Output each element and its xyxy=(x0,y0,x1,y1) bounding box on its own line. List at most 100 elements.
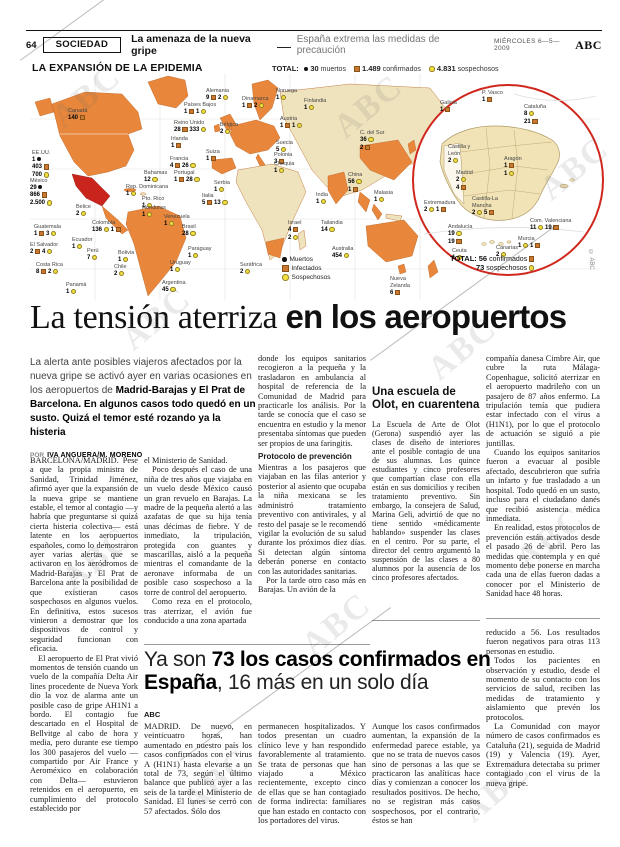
map-label: Malasia 1 xyxy=(374,190,393,205)
story2-headline-post: , 16 más en un solo día xyxy=(216,671,429,694)
case-count: 2 xyxy=(456,177,460,184)
map-label: Francia 4 26 xyxy=(170,156,196,171)
case-count: 1 xyxy=(118,257,122,264)
case-count: 1 xyxy=(280,123,284,130)
map-label: Países Bajos 1 1 xyxy=(184,102,216,117)
infected-marker-icon xyxy=(206,199,213,206)
label-values: 2 xyxy=(496,251,518,260)
map-label: Polonia 3 xyxy=(274,152,292,167)
case-count: 2 xyxy=(472,209,476,216)
suspect-marker-icon xyxy=(528,110,535,117)
suspect-marker-icon xyxy=(343,252,350,259)
label-values: 2 xyxy=(288,234,301,243)
label-values: 136 1 xyxy=(92,226,122,235)
country-name: Bolivia xyxy=(118,250,135,256)
case-count: 1 xyxy=(194,109,200,116)
case-count: 1 xyxy=(504,170,508,177)
label-values: 1 xyxy=(482,96,503,105)
case-count: 1 xyxy=(374,197,378,204)
infected-marker-icon xyxy=(456,238,462,245)
infected-marker-icon xyxy=(175,142,182,149)
suspect-marker-icon xyxy=(278,167,285,174)
paragraph: Poco después el caso de una niña de tres… xyxy=(144,465,252,597)
case-count: 700 xyxy=(32,172,43,179)
sidebar-title: Una escuela de Olot, en cuarentena xyxy=(372,386,480,411)
country-name: Colombia xyxy=(92,220,116,226)
suspect-marker-icon xyxy=(146,202,153,209)
label-values: 19 xyxy=(448,238,472,247)
label-values: 28 333 xyxy=(174,126,207,135)
country-name: Brasil xyxy=(182,224,196,230)
country-name: Castilla-La Mancha xyxy=(472,196,498,209)
label-values: 11 19 xyxy=(530,224,571,233)
country-name: Nueva Zelanda xyxy=(390,276,410,289)
paragraph: Aunque los casos confirmados aumentan, l… xyxy=(372,721,480,826)
map-label: Suráfrica 2 xyxy=(240,262,262,277)
label-values: 4 xyxy=(456,184,473,193)
suspect-marker-icon xyxy=(222,199,228,206)
infected-marker-icon xyxy=(532,118,538,125)
suspect-marker-icon xyxy=(476,209,483,216)
map-label: Canarias 2 xyxy=(496,245,518,260)
map-label: China 56 1 xyxy=(348,172,362,194)
label-values: 1 xyxy=(316,198,328,207)
byline-names: IVA ANGUERA/M. MORENO xyxy=(47,452,143,459)
infected-marker-icon xyxy=(292,226,299,233)
map-label: Israel 4 2 xyxy=(288,220,301,242)
map-label: Brasil 28 xyxy=(182,224,196,239)
label-values: 2 xyxy=(456,176,473,185)
total-label: sospechosos xyxy=(457,66,499,73)
label-values: 1 xyxy=(188,252,212,261)
map-label: Castilla y León 2 xyxy=(448,144,484,165)
label-values: 1 1 xyxy=(280,122,303,131)
map-label: Rep. Dominicana 1 xyxy=(126,184,168,199)
sidebar-olot: Una escuela de Olot, en cuarentena La Es… xyxy=(372,386,480,582)
infected-marker-icon xyxy=(40,268,47,275)
case-count: 28 xyxy=(182,231,189,238)
suspect-marker-icon xyxy=(292,234,299,241)
country-name: Madrid xyxy=(456,170,473,176)
case-count: 1 xyxy=(184,109,188,116)
country-name: Perú xyxy=(87,248,99,254)
country-name: México xyxy=(30,178,48,184)
suspect-marker-icon xyxy=(280,94,287,101)
suspect-marker-icon xyxy=(528,265,535,271)
map-label: Venezuela 1 xyxy=(164,214,190,229)
infected-marker-icon xyxy=(440,206,447,213)
country-name: Costa Rica xyxy=(36,262,63,268)
country-name: Chile xyxy=(114,264,127,270)
world-map xyxy=(30,74,600,300)
map-label: Suecia 5 xyxy=(276,140,293,155)
infected-marker-icon xyxy=(354,66,360,72)
paragraph: donde los equipos sanitarios recogieron … xyxy=(258,354,366,448)
country-name: Serbia xyxy=(214,180,230,186)
paragraph: reducido a 56. Los resultados fueron neg… xyxy=(486,627,600,656)
infected-marker-icon xyxy=(352,186,359,193)
case-count: 36 xyxy=(360,137,367,144)
map-label: Com. Valenciana 11 19 xyxy=(530,218,571,233)
total-value: 30 xyxy=(310,64,319,73)
case-count: 9 xyxy=(206,95,210,102)
case-count: 1 xyxy=(170,267,174,274)
country-name: Aragón xyxy=(504,156,522,162)
world-totals: TOTAL: 30 muertos 1.489 confirmados 4.831 sosp… xyxy=(272,64,506,73)
total-value: 1.489 xyxy=(361,64,381,73)
infected-marker-icon xyxy=(178,176,185,183)
country-name: Ceuta xyxy=(452,248,467,254)
suspect-marker-icon xyxy=(192,252,199,259)
map-label: C. del Sur 36 2 xyxy=(360,130,384,152)
infected-marker-icon xyxy=(246,102,253,109)
country-name: Honduras xyxy=(142,205,166,211)
case-count: 1 xyxy=(126,191,130,198)
suspect-marker-icon xyxy=(152,176,158,183)
article-column-5: compañía danesa Cimbre Air, que cubre la… xyxy=(486,354,600,614)
suspect-marker-icon xyxy=(190,162,196,169)
legend-label: Muertos xyxy=(289,256,313,263)
totals-label: TOTAL: xyxy=(272,64,299,73)
suspect-marker-icon xyxy=(122,256,129,263)
map-label: Murcia 1 1 xyxy=(518,236,541,251)
suspect-marker-icon xyxy=(50,230,57,237)
case-count: 1 xyxy=(528,243,534,250)
legend-label: Sospechosos xyxy=(291,274,331,281)
infected-marker-icon xyxy=(528,256,535,262)
